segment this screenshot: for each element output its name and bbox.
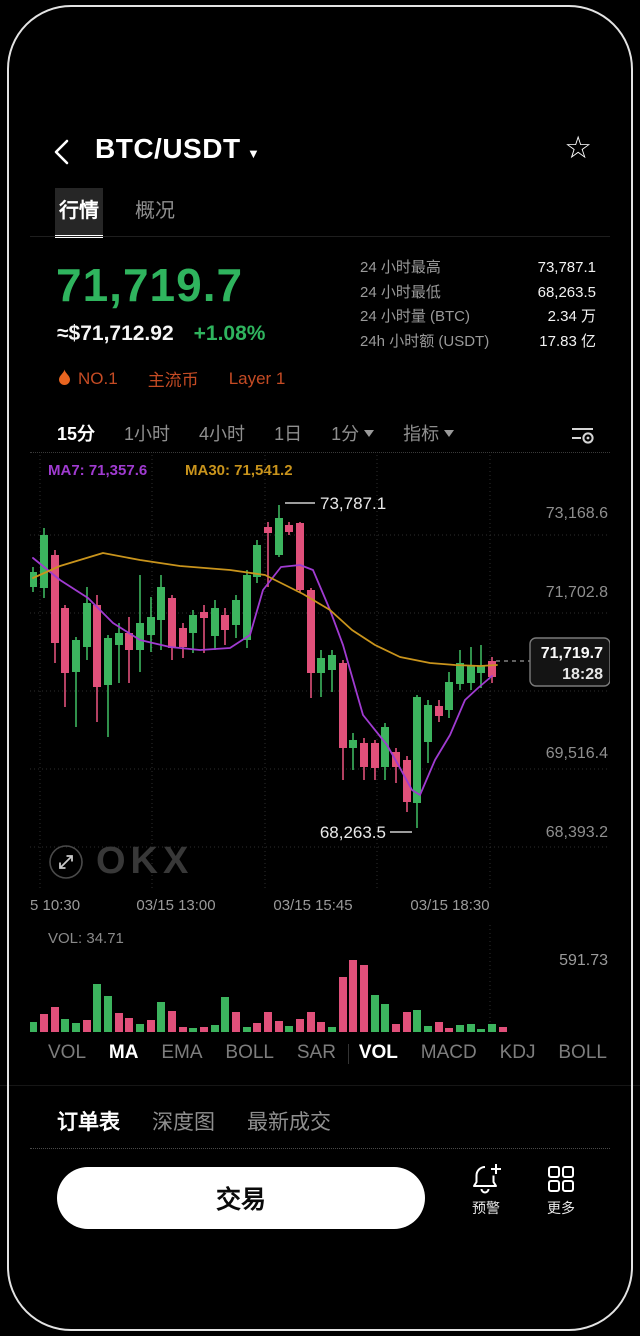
orderbook-tabbar: 订单表 深度图 最新成交 (57, 1106, 331, 1136)
badge-rank[interactable]: NO.1 (57, 369, 118, 389)
stat-label: 24 小时最高 (360, 259, 441, 276)
indicator-tabbar: VOL MA EMA BOLL SAR VOL MACD KDJ BOLL (48, 1042, 607, 1064)
badge-rank-label: NO.1 (78, 368, 118, 388)
bell-plus-icon (473, 1164, 501, 1194)
svg-text:73,168.6: 73,168.6 (546, 505, 608, 522)
tab-overview[interactable]: 概况 (135, 200, 175, 222)
interval-row: 15分 1小时 4小时 1日 1分 指标 (57, 420, 455, 446)
interval-1h[interactable]: 1小时 (124, 424, 171, 444)
chevron-down-icon (364, 429, 375, 437)
stat-value: 17.83 亿 (539, 332, 596, 350)
indicator-menu[interactable]: 指标 (403, 420, 455, 446)
ma30-legend: MA30: 71,541.2 (185, 462, 293, 479)
last-price: 71,719.7 (56, 259, 244, 311)
okx-logo: OKX (96, 840, 194, 882)
header-divider (30, 236, 610, 237)
indicator-tab-macd[interactable]: MACD (420, 1042, 477, 1063)
interval-4h[interactable]: 4小时 (199, 424, 246, 444)
badge-mainstream[interactable]: 主流币 (147, 371, 199, 390)
chart-watermark: OKX (48, 840, 193, 883)
grid-more-icon (548, 1166, 574, 1192)
market-tabs: 行情 概况 (55, 188, 179, 238)
tab-latest-trades[interactable]: 最新成交 (247, 1111, 331, 1134)
expand-chart-button[interactable] (48, 844, 84, 880)
stat-row: 24 小时最低 68,263.5 (360, 281, 596, 306)
back-chevron-icon (54, 139, 69, 165)
x-axis-label: 5 10:30 (30, 897, 81, 914)
interval-15m[interactable]: 15分 (57, 424, 96, 444)
indicator-tab-ma[interactable]: MA (108, 1042, 139, 1063)
section-divider (0, 1085, 640, 1086)
svg-text:73,787.1: 73,787.1 (320, 494, 386, 513)
pair-dropdown-icon[interactable]: ▼ (247, 146, 260, 161)
volume-legend: VOL: 34.71 (48, 930, 124, 947)
indicator-group-divider (348, 1044, 349, 1064)
volume-chart[interactable] (30, 925, 610, 1033)
stat-label: 24 小时最低 (360, 283, 441, 301)
indicator-tab-boll-sub[interactable]: BOLL (558, 1042, 607, 1063)
x-axis-label: 03/15 18:30 (410, 897, 490, 914)
more-label: 更多 (547, 1200, 575, 1216)
pair-title[interactable]: BTC/USDT (95, 133, 241, 164)
back-button[interactable] (50, 138, 76, 166)
x-axis-label: 03/15 15:45 (273, 897, 353, 914)
stat-value: 2.34 万 (547, 308, 596, 325)
trade-button[interactable]: 交易 (57, 1167, 425, 1229)
svg-text:68,393.2: 68,393.2 (546, 824, 608, 841)
stats-panel: 24 小时最高 73,787.1 24 小时最低 68,263.5 24 小时量… (360, 256, 596, 354)
interval-divider (30, 452, 610, 453)
interval-more[interactable]: 1分 (331, 420, 375, 446)
svg-text:71,719.7: 71,719.7 (541, 645, 603, 662)
stat-value: 68,263.5 (537, 283, 596, 301)
price-alert-button[interactable]: 预警 (457, 1163, 515, 1218)
fiat-price: ≈$71,712.92 (57, 322, 174, 345)
svg-text:18:28: 18:28 (562, 666, 603, 683)
indicator-tab-kdj[interactable]: KDJ (499, 1042, 536, 1063)
chevron-down-icon (444, 429, 455, 437)
stat-label: 24h 小时额 (USDT) (360, 332, 490, 350)
svg-text:69,516.4: 69,516.4 (546, 745, 608, 762)
more-button[interactable]: 更多 (532, 1163, 590, 1218)
price-change: +1.08% (193, 322, 266, 345)
x-axis-label: 03/15 13:00 (136, 897, 216, 914)
orderbook-divider (30, 1148, 610, 1149)
indicator-tab-vol-sub[interactable]: VOL (358, 1042, 398, 1063)
volume-scale-label: 591.73 (559, 952, 608, 969)
stat-row: 24 小时最高 73,787.1 (360, 256, 596, 281)
fiat-price-row: ≈$71,712.92 +1.08% (57, 322, 265, 346)
ma7-legend: MA7: 71,357.6 (48, 462, 148, 479)
stat-row: 24 小时量 (BTC) 2.34 万 (360, 305, 596, 330)
tab-quotes[interactable]: 行情 (55, 188, 103, 238)
indicator-tab-vol-main[interactable]: VOL (48, 1042, 87, 1063)
indicator-tab-sar[interactable]: SAR (296, 1042, 336, 1063)
interval-1d[interactable]: 1日 (274, 424, 303, 444)
tab-depth-chart[interactable]: 深度图 (152, 1111, 215, 1134)
flame-icon (59, 369, 70, 385)
svg-text:68,263.5: 68,263.5 (320, 823, 386, 842)
chart-settings-icon[interactable] (569, 420, 596, 452)
stat-label: 24 小时量 (BTC) (360, 308, 471, 325)
indicator-tab-ema[interactable]: EMA (161, 1042, 203, 1063)
indicator-tab-boll-main[interactable]: BOLL (225, 1042, 274, 1063)
badge-layer1[interactable]: Layer 1 (228, 368, 286, 388)
stat-value: 73,787.1 (537, 259, 596, 276)
stat-row: 24h 小时额 (USDT) 17.83 亿 (360, 330, 596, 355)
token-badges: NO.1 主流币 Layer 1 (57, 366, 285, 391)
favorite-star-icon[interactable]: ☆ (564, 130, 592, 165)
candlestick-chart[interactable]: 73,168.6 71,702.8 69,516.4 68,393.2 73,787.1… (30, 455, 610, 890)
tab-order-book[interactable]: 订单表 (57, 1111, 120, 1134)
svg-text:71,702.8: 71,702.8 (546, 584, 608, 601)
price-alert-label: 预警 (472, 1200, 500, 1216)
